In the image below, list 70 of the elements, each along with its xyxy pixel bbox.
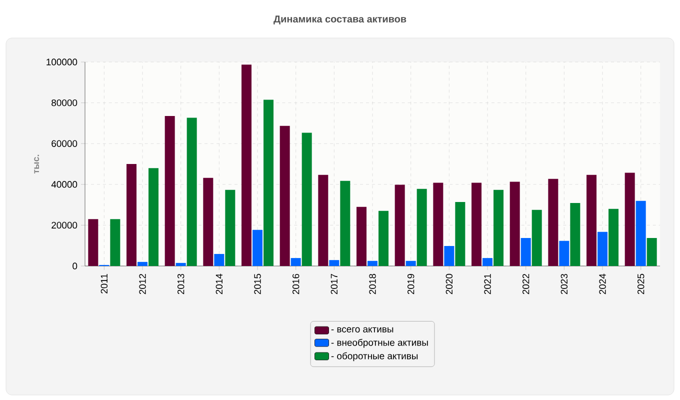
bar xyxy=(636,200,646,266)
y-tick-label: 60000 xyxy=(52,140,78,147)
legend-label: - внеобротные активы xyxy=(331,338,428,348)
x-tick-label: 2019 xyxy=(407,274,414,294)
y-tick-label: 40000 xyxy=(51,181,78,188)
bar xyxy=(570,202,580,266)
x-tick-label: 2015 xyxy=(254,274,261,294)
bar xyxy=(444,246,454,266)
chart-title: Динамика состава активов xyxy=(274,16,406,24)
bar xyxy=(416,188,427,266)
x-tick-label: 2025 xyxy=(637,274,644,294)
bar xyxy=(203,178,214,266)
bar xyxy=(340,180,350,266)
bar xyxy=(532,210,542,266)
bar xyxy=(214,254,224,266)
bar xyxy=(433,182,444,266)
legend-label: - всего активы xyxy=(331,327,394,332)
y-tick-label: 20000 xyxy=(52,222,78,229)
x-tick-label: 2024 xyxy=(599,274,606,294)
bar xyxy=(290,258,301,266)
y-axis-title: тыс. xyxy=(34,154,40,174)
bar xyxy=(559,240,570,266)
bar xyxy=(510,182,520,266)
bar xyxy=(110,219,120,266)
y-tick-label: 80000 xyxy=(52,99,78,106)
x-tick-label: 2013 xyxy=(177,274,184,294)
bar xyxy=(318,174,328,266)
bar xyxy=(586,174,597,266)
bar xyxy=(368,260,378,266)
x-tick-label: 2017 xyxy=(330,274,338,294)
bar xyxy=(264,100,274,266)
x-tick-label: 2022 xyxy=(522,274,530,294)
bar xyxy=(302,132,312,266)
bar xyxy=(646,238,657,266)
bar xyxy=(472,182,482,266)
bar xyxy=(378,210,389,266)
bar xyxy=(242,64,252,266)
x-tick-label: 2012 xyxy=(139,274,146,294)
bar xyxy=(482,258,493,266)
bar xyxy=(164,116,175,266)
x-tick-label: 2023 xyxy=(560,274,568,294)
x-tick-label: 2014 xyxy=(216,274,223,294)
bar xyxy=(548,178,558,266)
bar xyxy=(520,238,531,266)
bar xyxy=(138,262,148,266)
bar xyxy=(126,164,137,266)
bar xyxy=(280,126,290,266)
bar xyxy=(356,206,367,266)
bar xyxy=(394,184,405,266)
bar xyxy=(148,168,159,266)
bar xyxy=(88,219,98,266)
x-tick-label: 2018 xyxy=(369,274,376,294)
y-tick-label: 0 xyxy=(72,262,78,270)
bar xyxy=(455,202,466,266)
bar xyxy=(598,232,608,266)
bar xyxy=(176,262,186,266)
bar xyxy=(225,190,236,266)
y-tick-label: 100000 xyxy=(46,58,78,66)
bar xyxy=(186,118,197,266)
x-tick-label: 2020 xyxy=(446,274,453,294)
bar xyxy=(494,190,504,266)
legend-label: - оборотные активы xyxy=(331,352,418,362)
x-tick-label: 2021 xyxy=(484,274,491,294)
bar xyxy=(608,208,619,266)
bar xyxy=(406,260,416,266)
bar xyxy=(329,260,340,266)
x-tick-label: 2016 xyxy=(292,274,300,294)
bar xyxy=(624,172,635,266)
bar xyxy=(252,230,263,266)
x-tick-label: 2011 xyxy=(100,274,108,294)
